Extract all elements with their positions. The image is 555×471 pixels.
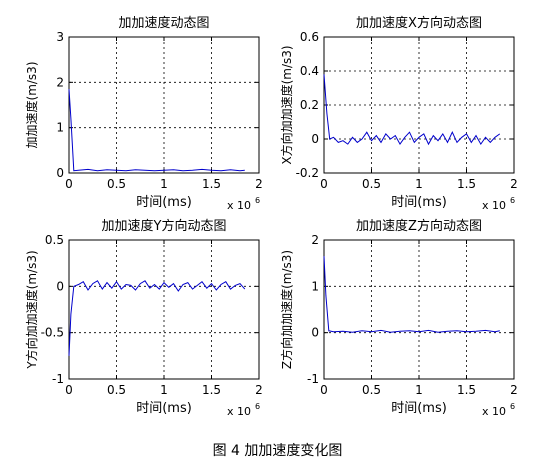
y-tick-label: 0 bbox=[56, 166, 64, 180]
series-line bbox=[323, 256, 500, 333]
chart-title: 加加速度Y方向动态图 bbox=[102, 218, 227, 234]
y-tick-label: 3 bbox=[56, 30, 64, 44]
y-axis-label: Z方向加加速度(m/s3) bbox=[279, 250, 294, 369]
chart-title: 加加速度X方向动态图 bbox=[356, 15, 482, 31]
x-tick-label: 2 bbox=[510, 177, 518, 191]
y-tick-label: 2 bbox=[56, 75, 64, 89]
x-tick-label: 1 bbox=[415, 177, 423, 191]
x-exponent-power: 6 bbox=[510, 196, 515, 205]
series-line bbox=[68, 280, 246, 356]
y-tick-label: -1 bbox=[52, 372, 64, 386]
x-exponent-label: x 10 bbox=[482, 199, 506, 212]
y-axis-label: 加加速度(m/s3) bbox=[24, 62, 39, 149]
x-tick-label: 1.5 bbox=[457, 177, 476, 191]
y-tick-label: 1 bbox=[56, 121, 64, 135]
y-tick-label: 0 bbox=[56, 279, 64, 293]
x-tick-label: 1.5 bbox=[457, 383, 476, 397]
chart-title: 加加速度Z方向动态图 bbox=[356, 218, 482, 234]
x-tick-label: 2 bbox=[255, 177, 263, 191]
series-line bbox=[323, 74, 501, 146]
series-line bbox=[68, 89, 245, 172]
x-axis-label: 时间(ms) bbox=[391, 401, 447, 416]
chart-title: 加加速度动态图 bbox=[118, 15, 209, 31]
y-axis-label: X方向加加速度(m/s3) bbox=[279, 45, 294, 164]
x-tick-label: 2 bbox=[255, 383, 263, 397]
x-tick-label: 0.5 bbox=[107, 383, 126, 397]
y-tick-label: 0.6 bbox=[300, 30, 319, 44]
x-tick-label: 0.5 bbox=[362, 383, 381, 397]
figure-caption: 图 4 加加速度变化图 bbox=[212, 443, 343, 459]
y-tick-label: -1 bbox=[307, 372, 319, 386]
plot-area bbox=[68, 36, 260, 174]
x-tick-label: 1 bbox=[415, 383, 423, 397]
y-axis-label: Y方向加加速度(m/s3) bbox=[24, 250, 39, 369]
y-tick-label: 0 bbox=[311, 326, 319, 340]
x-tick-label: 2 bbox=[510, 383, 518, 397]
x-axis-label: 时间(ms) bbox=[136, 195, 192, 210]
x-tick-label: 0 bbox=[65, 177, 73, 191]
x-tick-label: 0 bbox=[320, 177, 328, 191]
y-tick-label: 0.2 bbox=[300, 98, 319, 112]
x-exponent-label: x 10 bbox=[482, 405, 506, 418]
y-tick-label: -0.5 bbox=[41, 326, 64, 340]
x-tick-label: 1 bbox=[160, 177, 168, 191]
y-tick-label: 1 bbox=[311, 279, 319, 293]
x-exponent-power: 6 bbox=[255, 402, 260, 411]
x-exponent-label: x 10 bbox=[227, 199, 251, 212]
x-tick-label: 0 bbox=[65, 383, 73, 397]
x-exponent-label: x 10 bbox=[227, 405, 251, 418]
x-tick-label: 0 bbox=[320, 383, 328, 397]
x-exponent-power: 6 bbox=[255, 196, 260, 205]
x-exponent-power: 6 bbox=[510, 402, 515, 411]
x-axis-label: 时间(ms) bbox=[136, 401, 192, 416]
x-tick-label: 0.5 bbox=[107, 177, 126, 191]
y-tick-label: 0.5 bbox=[45, 233, 64, 247]
y-tick-label: 0 bbox=[311, 132, 319, 146]
x-tick-label: 1.5 bbox=[202, 383, 221, 397]
y-tick-label: 0.4 bbox=[300, 64, 319, 78]
x-tick-label: 1 bbox=[160, 383, 168, 397]
x-tick-label: 0.5 bbox=[362, 177, 381, 191]
y-tick-label: -0.2 bbox=[296, 166, 319, 180]
x-axis-label: 时间(ms) bbox=[391, 195, 447, 210]
x-tick-label: 1.5 bbox=[202, 177, 221, 191]
y-tick-label: 2 bbox=[311, 233, 319, 247]
